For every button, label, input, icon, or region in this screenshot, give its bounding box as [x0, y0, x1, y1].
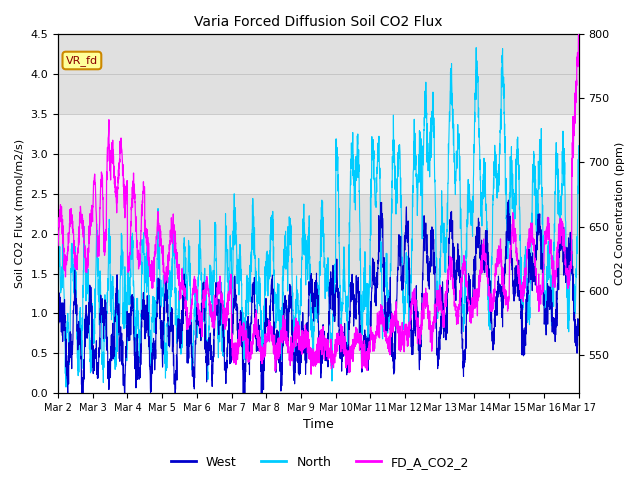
- Y-axis label: Soil CO2 Flux (mmol/m2/s): Soil CO2 Flux (mmol/m2/s): [15, 139, 25, 288]
- Bar: [58, 35, 579, 114]
- Title: Varia Forced Diffusion Soil CO2 Flux: Varia Forced Diffusion Soil CO2 Flux: [194, 15, 443, 29]
- Y-axis label: CO2 Concentration (ppm): CO2 Concentration (ppm): [615, 142, 625, 285]
- X-axis label: Time: Time: [303, 419, 333, 432]
- Text: VR_fd: VR_fd: [66, 55, 98, 66]
- Bar: [58, 194, 579, 274]
- Bar: [58, 274, 579, 353]
- Legend: West, North, FD_A_CO2_2: West, North, FD_A_CO2_2: [166, 451, 474, 474]
- Bar: [58, 114, 579, 194]
